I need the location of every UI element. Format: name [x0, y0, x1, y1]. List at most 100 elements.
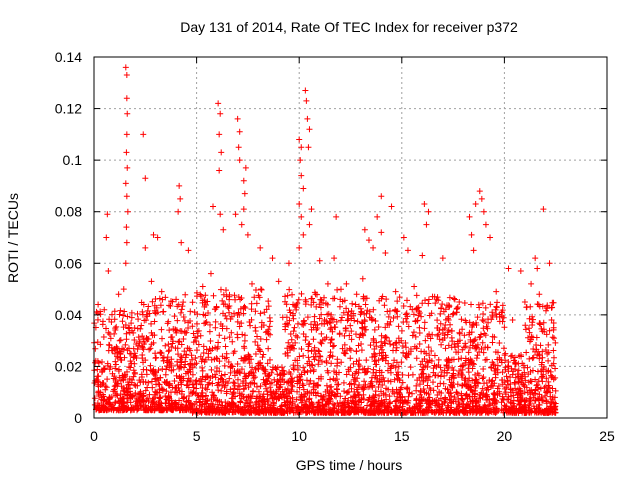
- data-point: [358, 309, 365, 316]
- data-point: [255, 388, 262, 395]
- data-point: [296, 200, 303, 207]
- data-point: [358, 347, 365, 354]
- data-point: [439, 336, 446, 343]
- data-point: [290, 409, 297, 416]
- data-point: [199, 373, 206, 380]
- data-point: [307, 377, 314, 384]
- data-point: [114, 353, 121, 360]
- data-point: [115, 291, 122, 298]
- data-point: [345, 368, 352, 375]
- data-point: [142, 378, 149, 385]
- data-point: [210, 391, 217, 398]
- data-point: [334, 390, 341, 397]
- data-point: [189, 364, 196, 371]
- data-point: [298, 345, 305, 352]
- data-point: [122, 341, 129, 348]
- data-point: [140, 131, 147, 138]
- data-point: [276, 384, 283, 391]
- data-point: [482, 304, 489, 311]
- data-point: [122, 371, 129, 378]
- data-point: [219, 297, 226, 304]
- data-point: [518, 353, 525, 360]
- data-point: [294, 362, 301, 369]
- data-point: [552, 339, 559, 346]
- data-point: [127, 364, 134, 371]
- data-point: [262, 366, 269, 373]
- data-point: [284, 385, 291, 392]
- data-point: [405, 399, 411, 406]
- data-point: [329, 409, 336, 416]
- x-tick-label: 0: [90, 428, 98, 444]
- data-point: [503, 406, 510, 413]
- data-point: [223, 388, 230, 395]
- data-point: [302, 391, 309, 398]
- data-point: [290, 301, 297, 308]
- data-point: [253, 395, 260, 402]
- data-point: [148, 278, 155, 285]
- data-point: [202, 393, 209, 400]
- data-point: [267, 389, 274, 396]
- data-point: [335, 403, 342, 410]
- data-point: [247, 369, 254, 376]
- data-point: [358, 341, 365, 348]
- data-point: [493, 303, 500, 310]
- data-point: [374, 213, 381, 220]
- data-point: [342, 395, 349, 402]
- data-point: [520, 362, 527, 369]
- data-point: [362, 369, 369, 376]
- data-point: [526, 401, 533, 408]
- data-point: [481, 330, 488, 337]
- data-point: [247, 322, 254, 329]
- data-point: [445, 304, 452, 311]
- data-point: [188, 352, 195, 359]
- data-point: [300, 331, 307, 338]
- data-point: [381, 339, 388, 346]
- data-point: [410, 408, 417, 415]
- data-point: [496, 388, 503, 395]
- data-point: [94, 316, 101, 323]
- data-point: [361, 365, 368, 372]
- data-point: [296, 353, 303, 360]
- data-point: [215, 339, 222, 346]
- data-point: [136, 338, 143, 345]
- chart-title: Day 131 of 2014, Rate Of TEC Index for r…: [180, 19, 518, 35]
- data-point: [231, 408, 238, 415]
- data-point: [102, 383, 109, 390]
- data-point: [310, 299, 317, 306]
- data-point: [141, 317, 148, 324]
- data-point: [95, 301, 102, 308]
- data-point: [529, 367, 536, 374]
- data-point: [123, 336, 130, 343]
- data-point: [160, 308, 167, 315]
- data-point: [189, 323, 196, 330]
- data-point: [552, 387, 559, 394]
- data-point: [474, 341, 481, 348]
- data-point: [524, 364, 531, 371]
- data-point: [501, 379, 508, 386]
- data-point: [110, 406, 117, 413]
- data-point: [243, 355, 250, 362]
- y-tick-label: 0: [74, 410, 82, 426]
- data-point: [191, 309, 198, 316]
- data-point: [174, 317, 181, 324]
- data-point: [313, 303, 320, 310]
- data-point: [222, 312, 229, 319]
- data-point: [240, 409, 247, 416]
- data-point: [113, 323, 120, 330]
- data-point: [439, 330, 446, 337]
- tick-labels: 0 5 10 15 20 25 0 0.02 0.04 0.06 0.08 0.1 0.12 0.14: [55, 49, 615, 444]
- data-point: [131, 325, 138, 332]
- data-point: [302, 87, 309, 94]
- data-point: [130, 345, 137, 352]
- data-point: [145, 336, 152, 343]
- data-point: [502, 389, 509, 396]
- x-tick-label: 5: [193, 428, 201, 444]
- data-point: [346, 345, 353, 352]
- data-point: [425, 398, 432, 405]
- data-point: [450, 295, 457, 302]
- data-point: [218, 387, 225, 394]
- data-point: [507, 353, 514, 360]
- data-point: [338, 314, 345, 321]
- data-point: [511, 354, 518, 361]
- data-point: [260, 408, 267, 415]
